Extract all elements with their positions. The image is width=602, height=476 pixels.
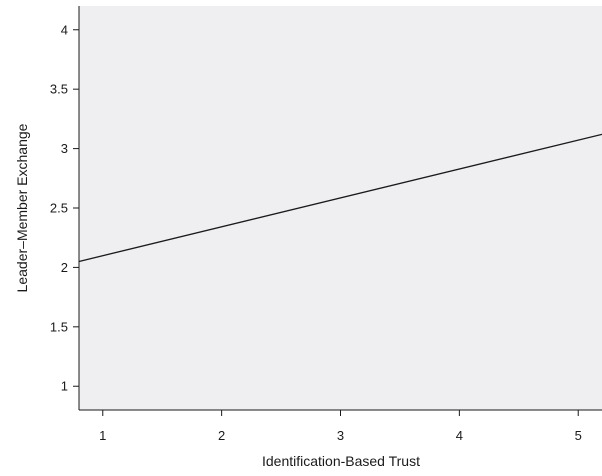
y-axis-title: Leader–Member Exchange — [14, 123, 30, 292]
y-tick-label: 1.5 — [50, 319, 68, 334]
series-layer — [78, 133, 602, 263]
y-tick-label: 3.5 — [50, 82, 68, 97]
y-tick-label: 2.5 — [50, 201, 68, 216]
y-tick-label: 2 — [61, 260, 68, 275]
x-tick-label: 2 — [218, 428, 225, 443]
x-tick-label: 4 — [456, 428, 463, 443]
x-tick-label: 3 — [337, 428, 344, 443]
y-tick-label: 1 — [61, 379, 68, 394]
series-line-1 — [78, 133, 602, 263]
y-tick-label: 3 — [61, 141, 68, 156]
x-axis-ticks: 1 2 3 4 5 — [99, 410, 582, 443]
y-axis-ticks: 1 1.5 2 2.5 3 3.5 4 — [50, 22, 79, 394]
x-tick-label: 5 — [575, 428, 582, 443]
x-axis-title: Identification-Based Trust — [262, 453, 420, 469]
x-tick-label: 1 — [99, 428, 106, 443]
plot-area — [79, 6, 602, 410]
y-tick-label: 4 — [61, 22, 68, 37]
